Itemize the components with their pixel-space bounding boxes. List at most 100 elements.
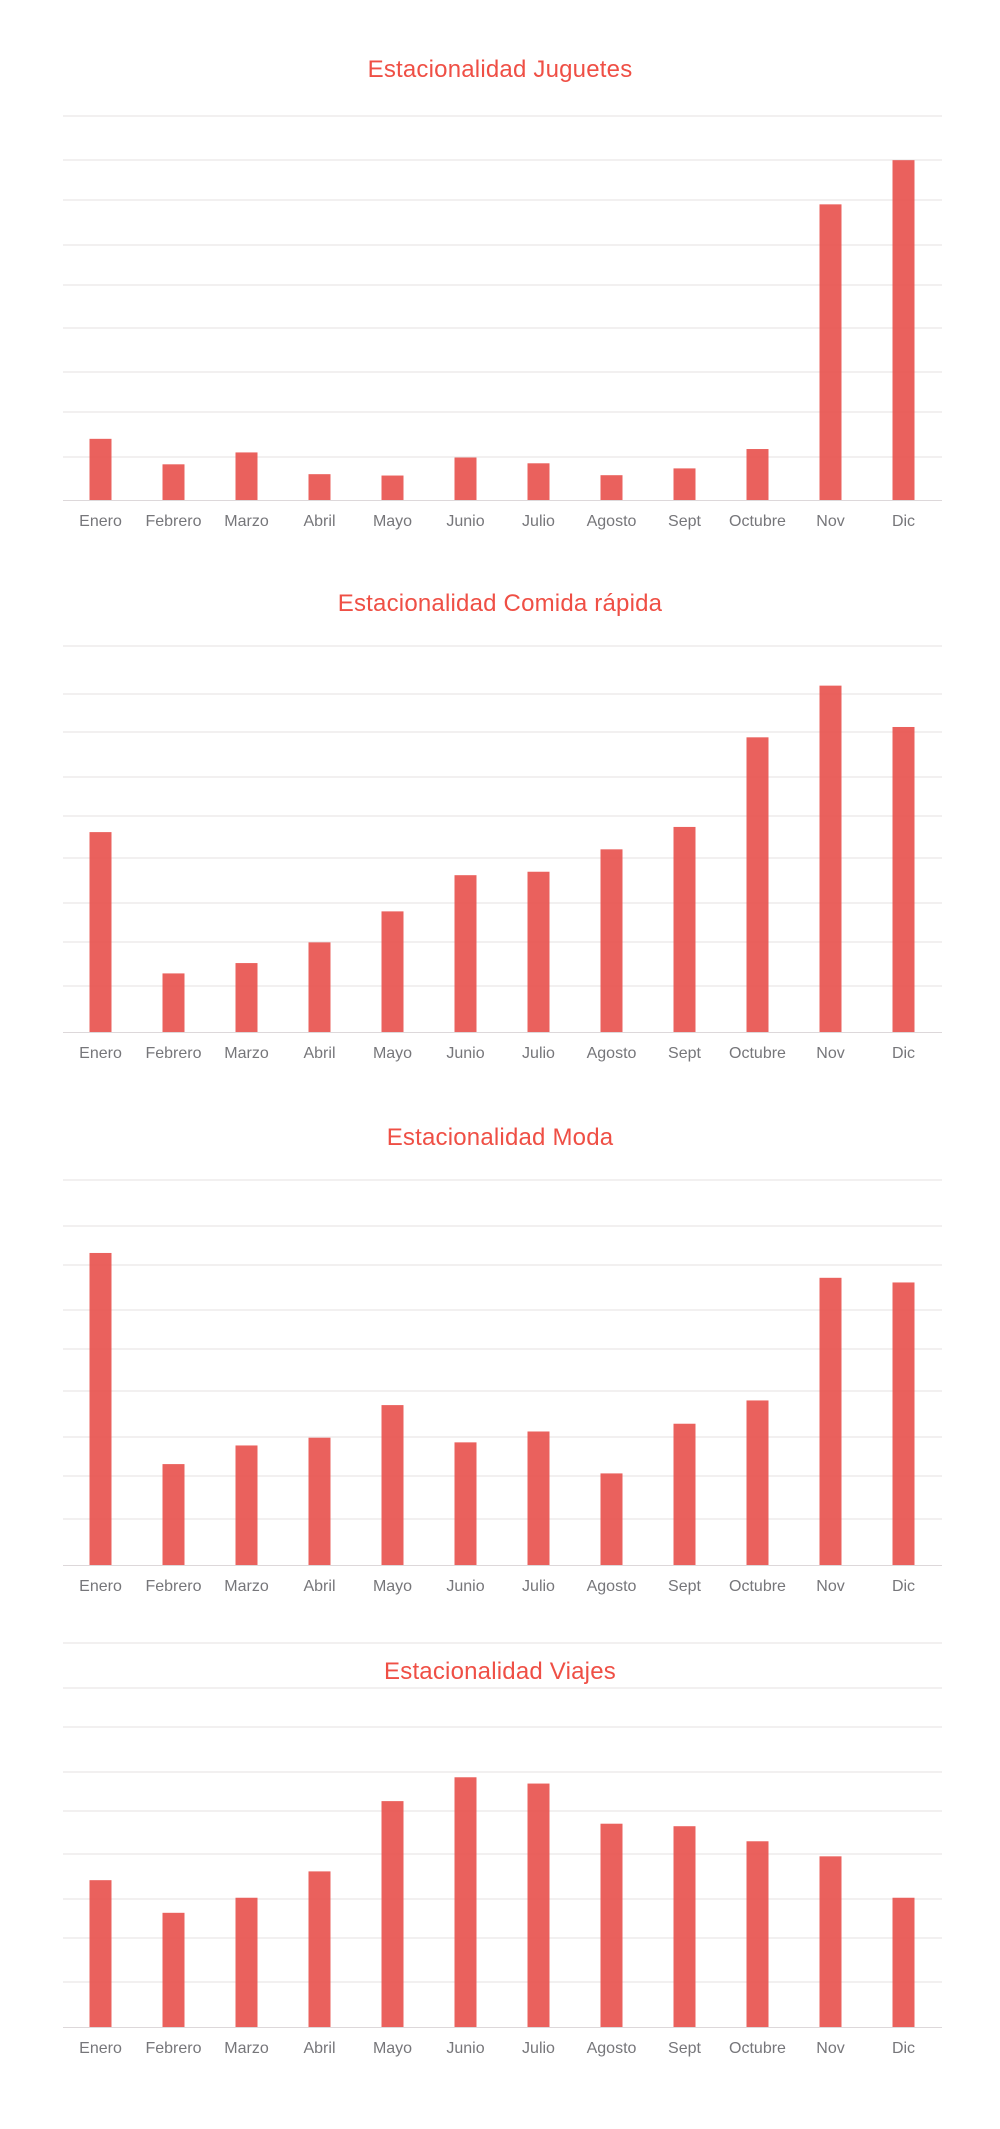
bar-octubre[interactable] <box>746 1841 769 2027</box>
x-tick-label: Mayo <box>373 2040 412 2057</box>
x-tick-label: Sept <box>668 1045 701 1062</box>
bar-junio[interactable] <box>454 875 477 1032</box>
x-tick-label: Agosto <box>587 2040 637 2057</box>
x-tick-label: Febrero <box>145 1045 201 1062</box>
bar-abril[interactable] <box>308 942 331 1032</box>
bar-enero[interactable] <box>89 1252 112 1565</box>
x-tick-label: Julio <box>522 513 555 530</box>
bar-nov[interactable] <box>819 685 842 1032</box>
bar-mayo[interactable] <box>381 475 404 500</box>
x-tick-label: Agosto <box>587 1045 637 1062</box>
x-tick-label: Mayo <box>373 513 412 530</box>
bar-marzo[interactable] <box>235 1445 258 1565</box>
x-tick-label: Febrero <box>145 513 201 530</box>
x-tick-label: Dic <box>892 1578 915 1595</box>
x-tick-label: Octubre <box>729 513 786 530</box>
bar-agosto[interactable] <box>600 849 623 1032</box>
bar-agosto[interactable] <box>600 1823 623 2027</box>
bar-mayo[interactable] <box>381 1801 404 2027</box>
bar-mayo[interactable] <box>381 1405 404 1565</box>
x-tick-label: Agosto <box>587 1578 637 1595</box>
chart-title: Estacionalidad Juguetes <box>367 56 633 83</box>
bar-mayo[interactable] <box>381 911 404 1032</box>
bar-junio[interactable] <box>454 1442 477 1565</box>
bar-marzo[interactable] <box>235 963 258 1032</box>
bar-julio[interactable] <box>527 463 550 500</box>
x-tick-label: Agosto <box>587 513 637 530</box>
bar-nov[interactable] <box>819 1277 842 1565</box>
bar-abril[interactable] <box>308 474 331 500</box>
x-tick-label: Abril <box>303 513 335 530</box>
x-tick-label: Enero <box>79 513 122 530</box>
bar-dic[interactable] <box>892 1897 915 2027</box>
bar-febrero[interactable] <box>162 464 185 500</box>
bar-octubre[interactable] <box>746 737 769 1032</box>
chart-panel-moda: Estacionalidad Moda Enero Febrero Marzo Abr… <box>63 1124 942 1595</box>
x-tick-label: Marzo <box>224 1045 269 1062</box>
x-tick-label: Abril <box>303 1045 335 1062</box>
chart-plot: Enero Febrero Marzo Abril Mayo Junio Julio Agos… <box>63 1179 942 1595</box>
bar-marzo[interactable] <box>235 1897 258 2027</box>
bar-sept[interactable] <box>673 468 696 500</box>
bar-julio[interactable] <box>527 1783 550 2027</box>
x-tick-label: Nov <box>816 2040 844 2057</box>
x-tick-label: Nov <box>816 513 844 530</box>
x-tick-label: Abril <box>303 1578 335 1595</box>
x-tick-label: Enero <box>79 1578 122 1595</box>
bar-abril[interactable] <box>308 1871 331 2027</box>
x-tick-label: Nov <box>816 1578 844 1595</box>
x-tick-label: Febrero <box>145 1578 201 1595</box>
bar-julio[interactable] <box>527 871 550 1032</box>
bar-enero[interactable] <box>89 438 112 500</box>
x-tick-label: Dic <box>892 2040 915 2057</box>
chart-panel-comida-rapida: Estacionalidad Comida rápida Enero Febrer… <box>63 590 942 1062</box>
bar-julio[interactable] <box>527 1431 550 1565</box>
bar-febrero[interactable] <box>162 1912 185 2027</box>
bar-nov[interactable] <box>819 1856 842 2027</box>
bar-dic[interactable] <box>892 1282 915 1565</box>
x-tick-label: Junio <box>446 513 484 530</box>
x-tick-label: Junio <box>446 1045 484 1062</box>
x-tick-label: Octubre <box>729 1578 786 1595</box>
bar-enero[interactable] <box>89 832 112 1032</box>
x-tick-label: Octubre <box>729 1045 786 1062</box>
x-tick-label: Junio <box>446 2040 484 2057</box>
x-tick-label: Marzo <box>224 513 269 530</box>
bar-agosto[interactable] <box>600 1473 623 1565</box>
bar-octubre[interactable] <box>746 1400 769 1565</box>
x-tick-label: Sept <box>668 1578 701 1595</box>
bar-febrero[interactable] <box>162 973 185 1032</box>
chart-panel-juguetes: Estacionalidad Juguetes Enero Febrero Marz… <box>0 0 1000 560</box>
x-tick-label: Marzo <box>224 1578 269 1595</box>
x-tick-label: Sept <box>668 2040 701 2057</box>
bar-nov[interactable] <box>819 204 842 500</box>
chart-title: Estacionalidad Comida rápida <box>337 590 663 617</box>
bar-agosto[interactable] <box>600 475 623 500</box>
x-tick-label: Julio <box>522 1578 555 1595</box>
x-tick-label: Julio <box>522 2040 555 2057</box>
x-tick-label: Sept <box>668 513 701 530</box>
bar-febrero[interactable] <box>162 1464 185 1565</box>
x-tick-label: Mayo <box>373 1578 412 1595</box>
bar-dic[interactable] <box>892 160 915 500</box>
bar-abril[interactable] <box>308 1437 331 1565</box>
bar-marzo[interactable] <box>235 452 258 500</box>
x-tick-label: Abril <box>303 2040 335 2057</box>
bar-sept[interactable] <box>673 1826 696 2027</box>
bar-sept[interactable] <box>673 1423 696 1565</box>
x-tick-label: Junio <box>446 1578 484 1595</box>
x-tick-label: Octubre <box>729 2040 786 2057</box>
bar-junio[interactable] <box>454 1777 477 2027</box>
bar-octubre[interactable] <box>746 449 769 500</box>
chart-title: Estacionalidad Viajes <box>384 1658 616 1685</box>
bar-dic[interactable] <box>892 726 915 1032</box>
x-tick-label: Enero <box>79 2040 122 2057</box>
bar-enero[interactable] <box>89 1880 112 2027</box>
x-tick-label: Febrero <box>145 2040 201 2057</box>
bar-junio[interactable] <box>454 457 477 500</box>
bar-sept[interactable] <box>673 826 696 1032</box>
x-tick-label: Nov <box>816 1045 844 1062</box>
